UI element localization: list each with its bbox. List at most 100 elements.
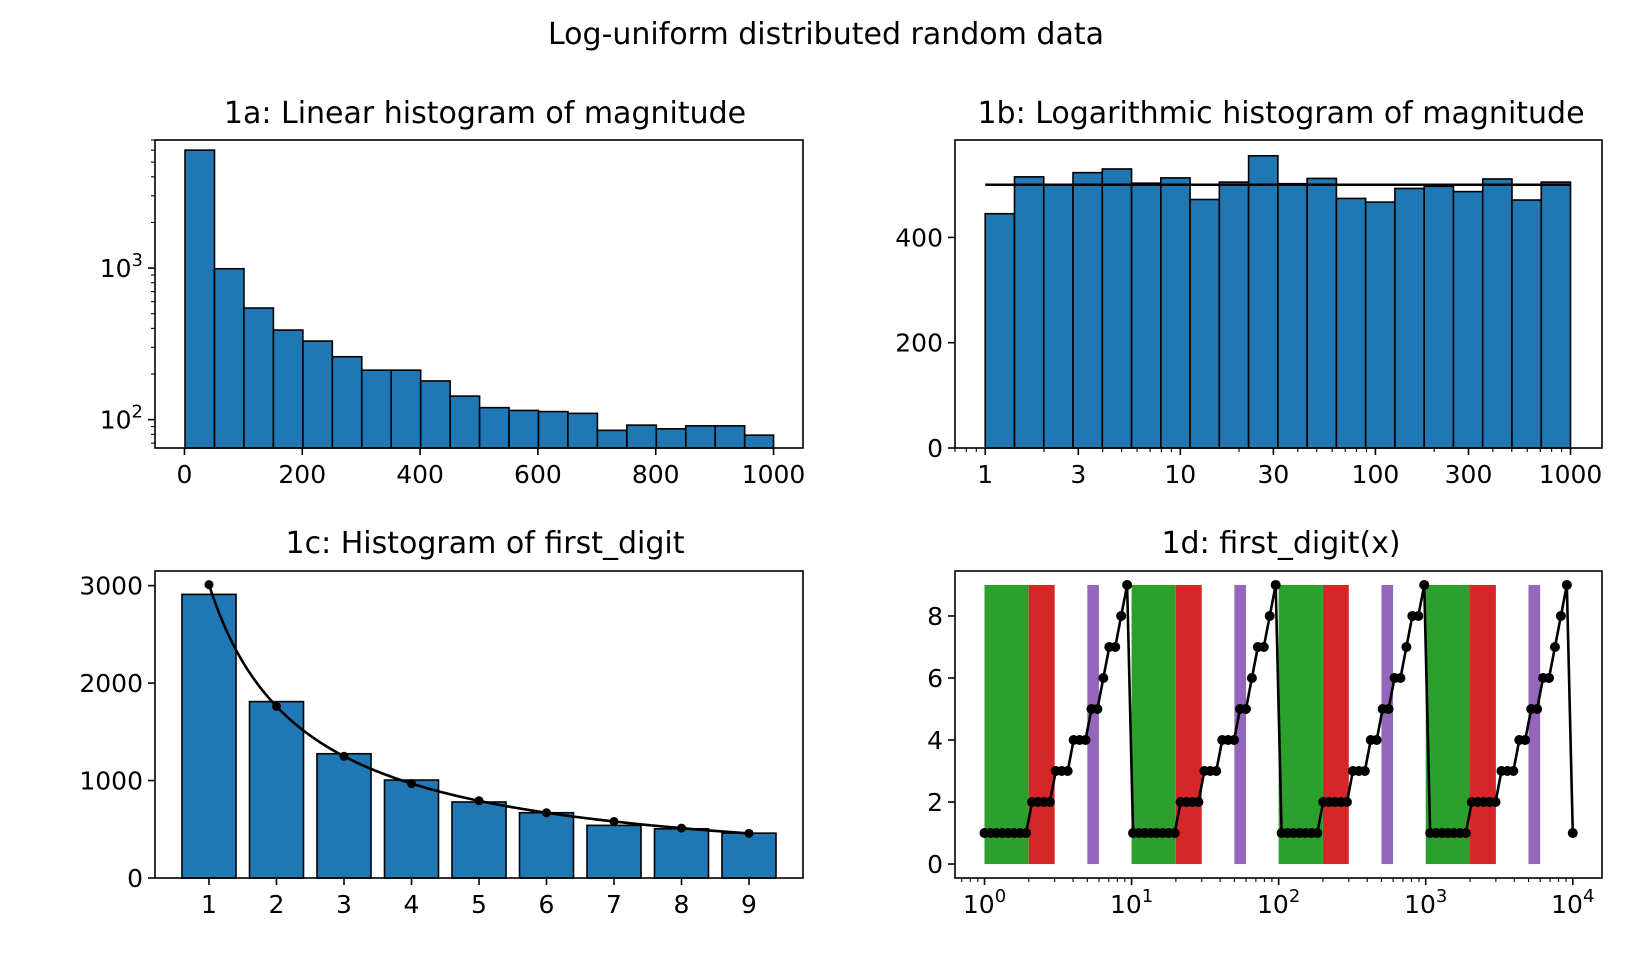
axes-frame <box>954 139 1603 449</box>
x-tick-label-exponent: 3 <box>1436 886 1447 907</box>
histogram-bar <box>653 827 710 879</box>
histogram-bar <box>1247 154 1279 449</box>
y-tick-label: 8 <box>927 602 943 631</box>
span-red <box>1469 584 1496 865</box>
sample-point <box>1021 828 1032 839</box>
histogram-bar <box>383 779 440 879</box>
histogram-bar <box>248 700 305 879</box>
sample-point <box>1229 735 1240 746</box>
figure-suptitle: Log-uniform distributed random data <box>548 17 1104 52</box>
histogram-bar <box>272 329 304 449</box>
y-tick-label: 0 <box>127 864 143 893</box>
sample-point <box>1122 579 1133 590</box>
x-tick-label: 800 <box>632 460 680 489</box>
span-red <box>1322 584 1349 865</box>
chart-1a-linear-histogram: 1a: Linear histogram of magnitude 0 200 40… <box>100 96 806 489</box>
span-purple <box>1381 584 1394 865</box>
x-tick-label: 1 <box>201 890 217 919</box>
span-purple <box>1528 584 1541 865</box>
x-tick-label-base: 10 <box>1110 890 1142 919</box>
histogram-bars <box>181 593 777 879</box>
y-tick-label-exponent: 3 <box>132 250 143 271</box>
axes-frame <box>954 570 1603 879</box>
sample-point <box>1044 797 1055 808</box>
x-tick-label: 3 <box>336 890 352 919</box>
chart-1d-title: 1d: first_digit(x) <box>1161 526 1400 561</box>
histogram-bar <box>1452 190 1484 449</box>
sample-point <box>1092 703 1103 714</box>
x-tick-label: 10 <box>1164 460 1196 489</box>
histogram-bar <box>1364 201 1396 449</box>
sample-point <box>1270 579 1281 590</box>
chart-1c-first-digit-histogram: 1c: Histogram of first_digit 1 2 3 4 5 6 7 8 9 0 1… <box>79 526 804 919</box>
sample-point <box>1395 672 1406 683</box>
y-tick-label: 200 <box>895 329 943 358</box>
benford-points <box>204 580 754 838</box>
sample-point <box>1419 579 1430 590</box>
histogram-bar <box>1160 177 1191 449</box>
span-green <box>1131 584 1176 865</box>
x-tick-label: 8 <box>674 890 690 919</box>
histogram-bar <box>1540 181 1572 449</box>
sample-point <box>1080 735 1091 746</box>
sample-point <box>1258 641 1269 652</box>
x-tick-label-exponent: 0 <box>995 886 1006 907</box>
histogram-bar <box>1013 176 1045 449</box>
histogram-bar <box>316 752 372 879</box>
x-tick-label: 30 <box>1257 460 1289 489</box>
benford-point <box>542 808 551 818</box>
span-green <box>1278 584 1323 865</box>
x-tick-label-exponent: 2 <box>1289 886 1300 907</box>
histogram-bar <box>984 212 1016 449</box>
histogram-bar <box>518 811 575 879</box>
histogram-bars <box>984 154 1572 449</box>
histogram-bar <box>1277 182 1308 449</box>
digit-spans <box>984 584 1541 865</box>
sample-point <box>1312 828 1323 839</box>
x-tick-label-base: 10 <box>1257 890 1289 919</box>
benford-point <box>744 828 754 838</box>
histogram-bar <box>478 406 510 449</box>
histogram-bar <box>1101 168 1133 449</box>
histogram-bar <box>1072 171 1104 449</box>
benford-point <box>204 580 214 590</box>
x-tick-label: 7 <box>606 890 622 919</box>
sample-point <box>1544 672 1555 683</box>
x-tick-label: 0 <box>177 460 193 489</box>
x-tick-label: 6 <box>539 890 555 919</box>
y-tick-label: 2 <box>927 788 943 817</box>
sample-point <box>1062 766 1073 777</box>
y-tick-label-exponent: 2 <box>132 402 143 423</box>
histogram-bars <box>184 149 775 449</box>
span-red <box>1028 584 1055 865</box>
benford-point <box>474 796 484 806</box>
histogram-bar <box>743 434 775 449</box>
x-tick-label: 5 <box>471 890 487 919</box>
x-tick-label: 102 <box>1257 886 1300 919</box>
histogram-bar <box>243 307 275 449</box>
y-tick-label-base: 10 <box>100 406 132 435</box>
sample-point <box>1555 610 1566 621</box>
histogram-bar <box>1423 185 1455 449</box>
y-tick-label: 4 <box>927 726 943 755</box>
sample-points <box>979 579 1578 839</box>
x-tick-label-base: 10 <box>1551 890 1583 919</box>
histogram-bar <box>184 149 216 449</box>
x-tick-label: 101 <box>1110 886 1153 919</box>
y-tick-label: 102 <box>100 402 143 435</box>
histogram-bar <box>596 429 628 449</box>
x-tick-label: 100 <box>963 886 1006 919</box>
chart-1a-title: 1a: Linear histogram of magnitude <box>224 96 746 131</box>
x-tick-label: 3 <box>1070 460 1086 489</box>
histogram-bar <box>390 369 422 449</box>
sample-point <box>1116 610 1127 621</box>
histogram-bar <box>360 369 393 449</box>
y-tick-label: 6 <box>927 664 943 693</box>
sample-point <box>1520 735 1531 746</box>
sample-point <box>1383 703 1394 714</box>
x-tick-label: 100 <box>1352 460 1400 489</box>
y-tick-label-base: 10 <box>100 254 132 283</box>
x-tick-label: 103 <box>1404 886 1447 919</box>
histogram-bar <box>1130 182 1162 449</box>
